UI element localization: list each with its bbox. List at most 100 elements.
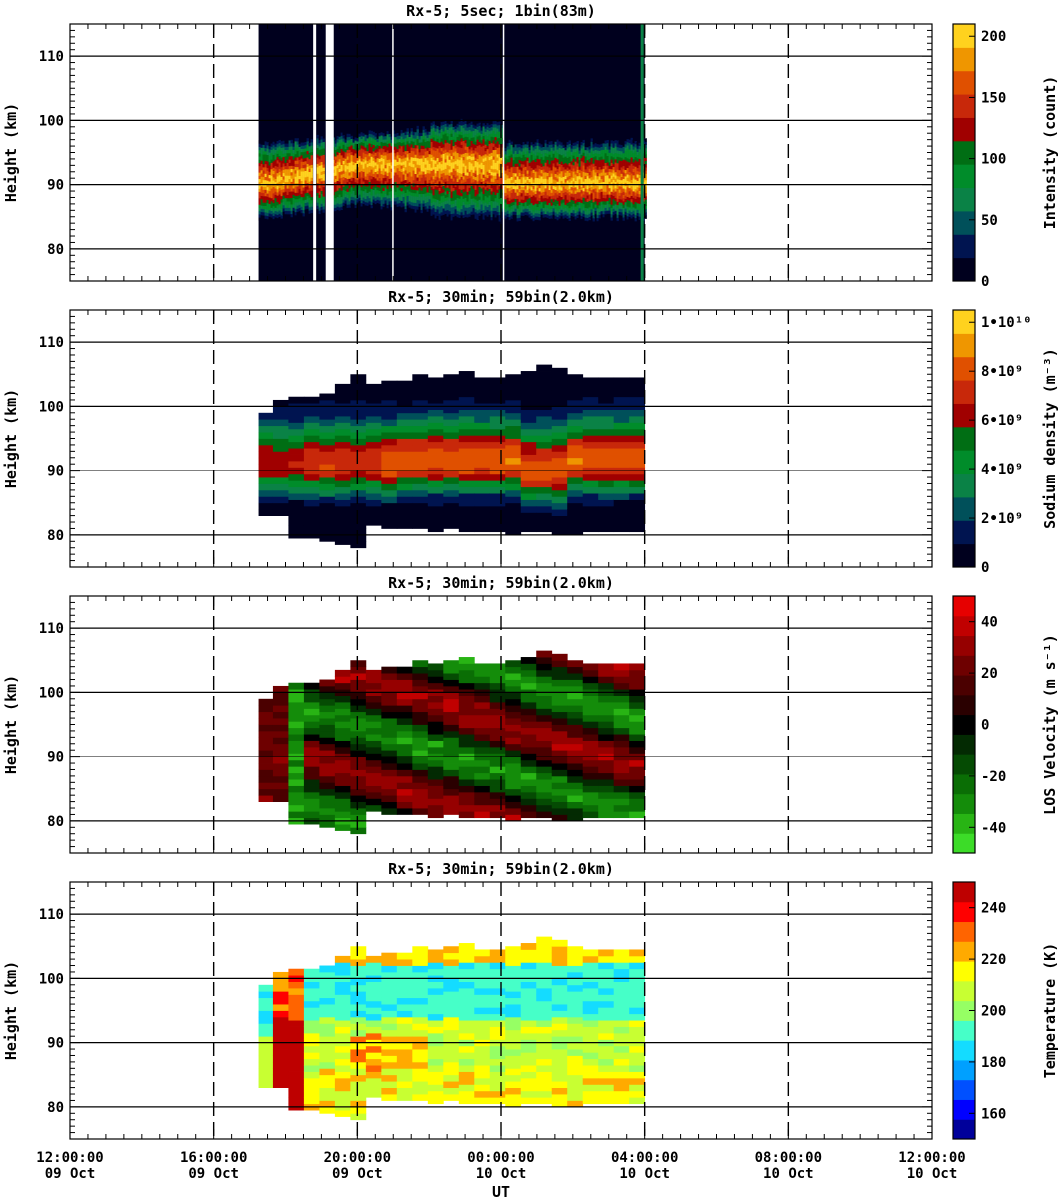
p0-cell <box>258 214 261 218</box>
p0-cell <box>518 162 521 167</box>
p0-cell <box>476 187 479 192</box>
p0-cell <box>548 173 551 178</box>
p0-cell <box>310 212 313 217</box>
p0-cell <box>594 175 597 179</box>
p0-cell <box>622 172 625 176</box>
p0-cell <box>320 197 323 201</box>
p0-cell <box>354 133 357 138</box>
p0-cell <box>574 187 577 191</box>
p0-cell <box>538 194 541 198</box>
p0-cell <box>530 202 533 207</box>
p0-cell <box>606 171 609 176</box>
p0-cell <box>422 168 425 172</box>
p0-cell <box>342 147 345 152</box>
p0-cell <box>292 184 295 189</box>
p0-cell <box>484 125 487 129</box>
p0-cell <box>528 146 531 151</box>
p0-cell <box>272 151 275 155</box>
p0-cell <box>438 168 441 172</box>
p0-cell <box>518 146 521 151</box>
p0-cell <box>466 140 469 144</box>
p0-cell <box>290 162 293 166</box>
p0-cell <box>450 165 453 170</box>
p0-cell <box>526 208 529 213</box>
p0-cell <box>368 156 371 160</box>
p0-cell <box>546 201 549 206</box>
p0-cell <box>260 176 263 180</box>
p0-cell <box>422 142 425 146</box>
p0-cell <box>604 146 607 151</box>
p0-cell <box>468 203 471 208</box>
p0-cell <box>358 165 361 169</box>
p0-cell <box>584 162 587 167</box>
p0-cell <box>500 150 503 154</box>
p0-cell <box>458 121 461 125</box>
p0-cell <box>272 177 275 181</box>
p0-cell <box>490 175 493 179</box>
p0-cell <box>496 121 499 126</box>
p0-cell <box>266 196 269 201</box>
p0-cell <box>412 167 415 171</box>
p0-cell <box>490 162 493 166</box>
p0-cell <box>340 187 343 191</box>
p0-cell <box>348 165 351 170</box>
p0-cell <box>594 194 597 199</box>
p0-cell <box>410 160 413 164</box>
p0-cell <box>486 203 489 208</box>
p0-cell <box>494 191 497 195</box>
p0-cell <box>636 148 639 152</box>
p0-cell <box>634 192 637 196</box>
p0-cell <box>590 160 593 165</box>
p0-cell <box>360 174 363 178</box>
p0-cell <box>364 192 367 196</box>
p0-cell <box>470 156 473 161</box>
p0-cell <box>360 190 363 194</box>
p0-cell <box>290 159 293 163</box>
p0-cell <box>520 189 523 194</box>
p0-cell <box>552 192 555 196</box>
p0-cell <box>436 138 439 143</box>
p0-cell <box>428 208 431 213</box>
p0-cell <box>322 199 325 204</box>
p0-cell <box>322 161 325 165</box>
p0-cell <box>462 127 465 132</box>
p0-cell <box>612 189 615 193</box>
p0-cell <box>318 152 321 157</box>
p0-cell <box>400 162 403 166</box>
p0-cell <box>380 186 383 191</box>
p0-cell <box>554 157 557 162</box>
p0-cell <box>466 120 469 125</box>
p0-cell <box>322 157 325 162</box>
p0-cell <box>580 209 583 213</box>
p0-cell <box>288 156 291 160</box>
p0-cell <box>592 150 595 155</box>
p0-cell <box>302 206 305 210</box>
p0-cell <box>342 167 345 171</box>
p0-cell <box>388 172 391 176</box>
p0-cell <box>320 177 323 182</box>
p0-cell <box>574 212 577 217</box>
p0-cell <box>414 160 417 165</box>
p0-cell <box>426 185 429 190</box>
p0-cell <box>368 188 371 192</box>
p0-cell <box>396 151 399 156</box>
p0-cell <box>514 163 517 167</box>
p0-cell <box>266 206 269 210</box>
p0-cell <box>562 218 565 222</box>
p0-cell <box>586 150 589 154</box>
p0-cell <box>564 217 567 221</box>
p0-cell <box>276 185 279 190</box>
p0-cell <box>308 152 311 156</box>
p0-cell <box>284 162 287 167</box>
p0-cell <box>472 143 475 148</box>
p0-cell <box>366 166 369 171</box>
p0-cell <box>462 188 465 193</box>
p0-cell <box>602 197 605 202</box>
p0-cell <box>612 211 615 216</box>
p0-cell <box>474 147 477 152</box>
p0-cell <box>518 195 521 199</box>
p0-cell <box>498 214 501 219</box>
p0-cell <box>534 197 537 201</box>
p0-cell <box>490 197 493 202</box>
p0-cell <box>626 196 629 201</box>
